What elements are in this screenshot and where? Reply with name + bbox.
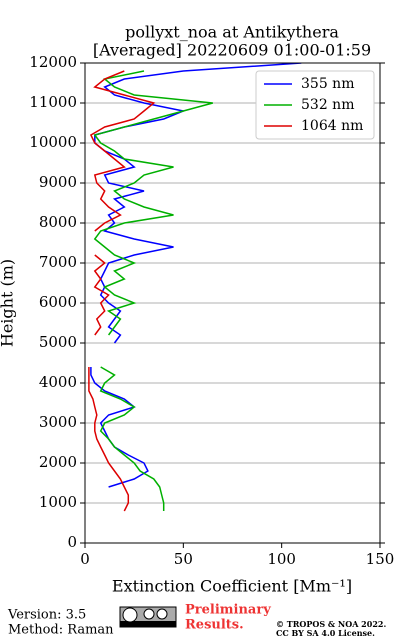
preliminary: Results. xyxy=(185,618,244,633)
y-tick-label: 8000 xyxy=(39,213,77,231)
x-tick-label: 0 xyxy=(80,550,90,568)
preliminary: Preliminary xyxy=(185,603,271,618)
y-tick-label: 12000 xyxy=(29,53,77,71)
y-tick-label: 4000 xyxy=(39,373,77,391)
x-tick-label: 150 xyxy=(366,550,395,568)
y-tick-label: 11000 xyxy=(29,93,77,111)
y-axis-label: Height (m) xyxy=(0,259,17,347)
legend-box xyxy=(255,70,375,140)
copyright: CC BY SA 4.0 License. xyxy=(276,628,375,638)
profile-line xyxy=(88,70,156,512)
legend-label: 355 nm xyxy=(301,76,354,92)
copyright: © TROPOS & NOA 2022. xyxy=(276,619,386,629)
x-tick-label: 100 xyxy=(267,550,296,568)
y-tick-label: 10000 xyxy=(29,133,77,151)
legend-label: 532 nm xyxy=(301,97,354,113)
chart-subtitle: [Averaged] 20220609 01:00-01:59 xyxy=(93,41,371,60)
y-tick-label: 0 xyxy=(67,533,77,551)
y-tick-label: 5000 xyxy=(39,333,77,351)
y-tick-label: 9000 xyxy=(39,173,77,191)
plot-frame xyxy=(84,62,381,544)
y-tick-label: 1000 xyxy=(39,493,77,511)
y-tick-label: 6000 xyxy=(39,293,77,311)
cc-badge xyxy=(119,606,177,628)
method: Method: Raman xyxy=(8,623,114,638)
legend-label: 1064 nm xyxy=(301,118,363,134)
x-tick-label: 50 xyxy=(174,550,193,568)
x-axis-label: Extinction Coefficient [Mm⁻¹] xyxy=(112,577,352,596)
chart-title: pollyxt_noa at Antikythera xyxy=(125,23,339,42)
y-tick-label: 3000 xyxy=(39,413,77,431)
profile-line xyxy=(93,70,213,511)
version: Version: 3.5 xyxy=(7,608,86,623)
y-tick-label: 7000 xyxy=(39,253,77,271)
y-tick-label: 2000 xyxy=(39,453,77,471)
